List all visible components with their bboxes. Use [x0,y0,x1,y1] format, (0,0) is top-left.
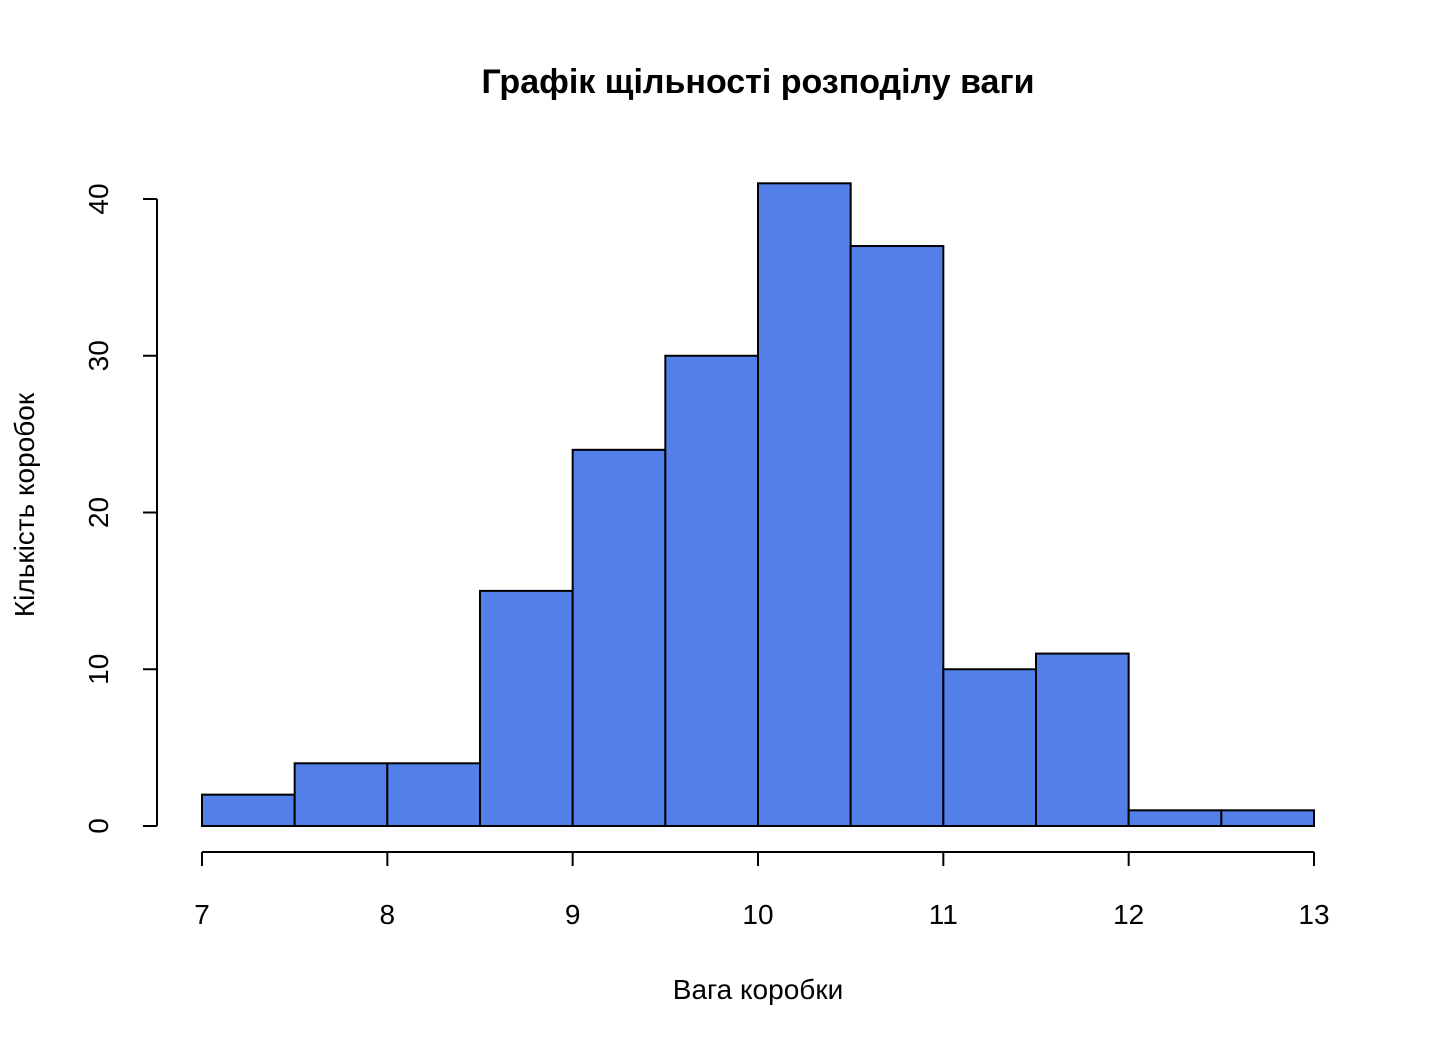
histogram-bar-7 [757,182,852,827]
histogram-bar-5 [571,448,667,827]
histogram-bar-2 [293,762,389,827]
y-tick-label: 0 [83,818,114,834]
histogram-bar-9 [942,668,1037,827]
x-axis-label: Вага коробки [673,974,843,1005]
y-tick-label: 30 [83,340,114,371]
x-tick-label: 10 [742,899,773,930]
y-tick-label: 10 [83,654,114,685]
histogram-bar-1 [201,793,296,828]
histogram-bar-6 [664,354,759,827]
y-axis-label: Кількість коробок [9,392,40,617]
x-tick-label: 11 [929,899,958,930]
histogram-bar-12 [1220,809,1316,828]
histogram-bar-10 [1035,652,1130,828]
x-tick-label: 7 [194,899,210,930]
y-axis: 0 10 20 30 40 [83,183,158,834]
x-tick-label: 9 [565,899,581,930]
histogram-bar-11 [1127,809,1223,828]
x-tick-label: 8 [380,899,396,930]
histogram-bar-8 [849,245,945,827]
y-tick-label: 20 [83,497,114,528]
y-tick-label: 40 [83,183,114,214]
x-tick-label: 13 [1298,899,1329,930]
x-tick-label: 12 [1113,899,1144,930]
histogram-bar-4 [479,589,574,827]
bars-group [201,182,1316,828]
chart-title: Графік щільності розподілу ваги [481,63,1034,101]
histogram-bar-3 [386,762,482,827]
x-axis: 7 8 9 10 11 12 13 [194,851,1330,930]
